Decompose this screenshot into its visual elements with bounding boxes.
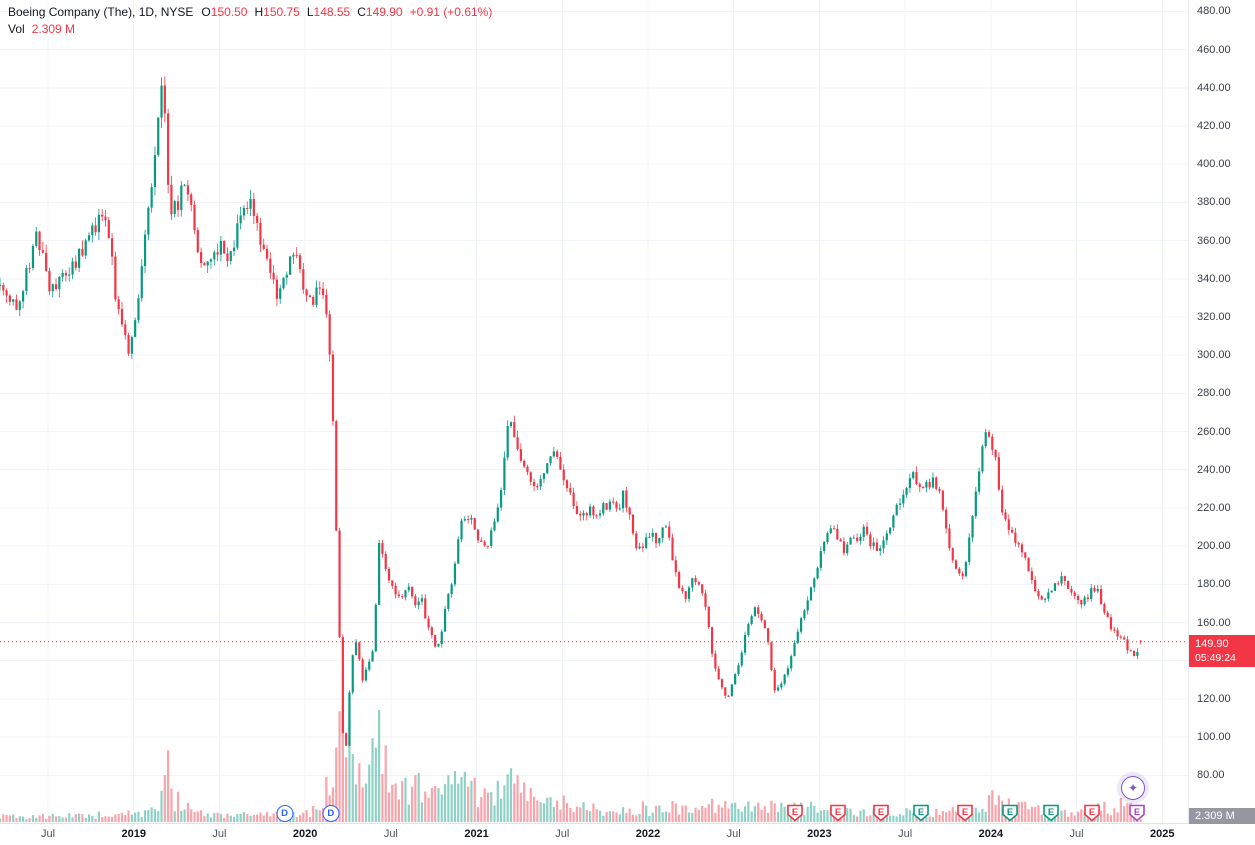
- time-axis-year-label: 2022: [635, 828, 661, 840]
- ohlc-high-value: 150.75: [263, 5, 300, 19]
- earnings-shield-icon: E: [1043, 804, 1059, 822]
- dividend-marker[interactable]: D: [322, 805, 340, 822]
- volume-value: 2.309 M: [31, 22, 76, 36]
- time-axis-month-label: Jul: [898, 828, 913, 840]
- price-axis-label: 400.00: [1197, 158, 1231, 171]
- svg-text:E: E: [1089, 807, 1095, 818]
- price-axis-label: 460.00: [1197, 43, 1231, 56]
- price-axis-label: 360.00: [1197, 234, 1231, 247]
- time-axis-month-label: Jul: [1069, 828, 1084, 840]
- ohlc-low: L148.55: [307, 5, 350, 19]
- bar-countdown: 05:49:24: [1195, 651, 1236, 664]
- candlestick-chart[interactable]: [0, 0, 1188, 823]
- volume-axis-badge: 2.309 M: [1189, 808, 1255, 824]
- ohlc-close: C149.90: [357, 5, 402, 19]
- time-axis-month-label: Jul: [726, 828, 741, 840]
- earnings-shield-icon: E: [1001, 804, 1018, 822]
- price-axis-label: 300.00: [1197, 349, 1231, 362]
- time-axis-month-label: Jul: [212, 828, 227, 840]
- price-axis-label: 320.00: [1197, 310, 1231, 323]
- ohlc-high: H150.75: [254, 5, 299, 19]
- ohlc-low-label: L: [306, 5, 314, 19]
- price-axis-label: 200.00: [1197, 540, 1231, 553]
- ohlc-open-label: O: [201, 5, 211, 19]
- price-axis-label: 240.00: [1197, 463, 1231, 476]
- price-axis-label: 180.00: [1197, 578, 1231, 591]
- price-axis-label: 100.00: [1197, 731, 1231, 744]
- price-axis-label: 380.00: [1197, 196, 1231, 209]
- time-axis-year-label: 2025: [1150, 828, 1175, 840]
- price-axis-label: 480.00: [1197, 5, 1231, 18]
- earnings-marker-beat[interactable]: E: [1042, 804, 1059, 822]
- candles: [0, 76, 1142, 747]
- time-axis-year-label: 2021: [464, 828, 489, 840]
- price-axis-label: 280.00: [1197, 387, 1231, 400]
- earnings-shield-icon: E: [873, 804, 889, 822]
- svg-text:E: E: [1048, 807, 1054, 818]
- svg-text:E: E: [917, 807, 923, 818]
- earnings-marker-miss[interactable]: E: [787, 804, 804, 822]
- time-axis-year-label: 2019: [121, 828, 146, 840]
- sparkle-glyph: ✦: [1127, 781, 1139, 795]
- svg-text:E: E: [835, 807, 841, 818]
- time-axis[interactable]: Jul 2019 Jul 2020 Jul 2021 Jul 2022 Jul 2023 Jul 20…: [0, 823, 1255, 845]
- earnings-marker-miss[interactable]: E: [957, 804, 974, 822]
- dividend-marker[interactable]: D: [276, 805, 294, 822]
- earnings-shield-icon: E: [1084, 804, 1100, 822]
- earnings-marker-miss[interactable]: E: [1084, 804, 1101, 822]
- earnings-shield-icon: E: [957, 804, 973, 822]
- ohlc-open-value: 150.50: [210, 5, 248, 19]
- price-axis[interactable]: 480.00 460.00 440.00 420.00 400.00 380.00 360.…: [1188, 0, 1255, 823]
- ohlc-close-value: 149.90: [365, 5, 403, 19]
- earnings-marker-beat[interactable]: E: [912, 804, 929, 822]
- earnings-shield-icon: E: [912, 804, 929, 822]
- earnings-marker-miss[interactable]: E: [873, 804, 890, 822]
- time-axis-year-label: 2023: [807, 828, 832, 840]
- time-axis-year-label: 2020: [292, 828, 318, 840]
- price-axis-label: 120.00: [1197, 692, 1231, 705]
- earnings-shield-icon: E: [787, 804, 804, 822]
- symbol-title[interactable]: Boeing Company (The), 1D, NYSE: [8, 5, 194, 19]
- volume-label: Vol: [8, 22, 25, 36]
- price-axis-label: 440.00: [1197, 81, 1231, 94]
- ohlc-high-label: H: [254, 5, 264, 19]
- legend: Boeing Company (The), 1D, NYSE O150.50 H15…: [8, 4, 492, 38]
- svg-text:E: E: [792, 807, 798, 818]
- last-price-badge: 149.90 05:49:24: [1189, 634, 1255, 667]
- price-axis-label: 80.00: [1197, 769, 1225, 782]
- price-axis-label: 160.00: [1197, 616, 1231, 629]
- price-axis-label: 260.00: [1197, 425, 1231, 438]
- svg-text:E: E: [1133, 807, 1139, 818]
- grid: [0, 0, 1188, 823]
- last-price-value: 149.90: [1195, 637, 1229, 650]
- earnings-shield-icon: E: [830, 804, 847, 822]
- price-change: +0.91 (+0.61%): [409, 5, 493, 19]
- svg-text:E: E: [1007, 807, 1013, 818]
- earnings-marker-beat[interactable]: E: [1001, 804, 1018, 822]
- price-axis-label: 340.00: [1197, 272, 1231, 285]
- price-axis-label: 220.00: [1197, 501, 1231, 514]
- time-axis-month-label: Jul: [40, 828, 56, 840]
- svg-text:E: E: [962, 807, 968, 818]
- ohlc-low-value: 148.55: [313, 5, 351, 19]
- earnings-marker-current[interactable]: E: [1128, 804, 1145, 822]
- ohlc-close-label: C: [357, 5, 366, 19]
- time-axis-month-label: Jul: [383, 828, 398, 840]
- time-axis-month-label: Jul: [555, 828, 570, 840]
- price-axis-label: 420.00: [1197, 120, 1231, 133]
- svg-text:E: E: [878, 807, 884, 818]
- time-axis-year-label: 2024: [978, 828, 1004, 840]
- earnings-shield-icon: E: [1128, 804, 1145, 822]
- earnings-marker-miss[interactable]: E: [830, 804, 847, 822]
- sparkle-icon[interactable]: ✦: [1121, 776, 1145, 800]
- ohlc-open: O150.50: [201, 5, 247, 19]
